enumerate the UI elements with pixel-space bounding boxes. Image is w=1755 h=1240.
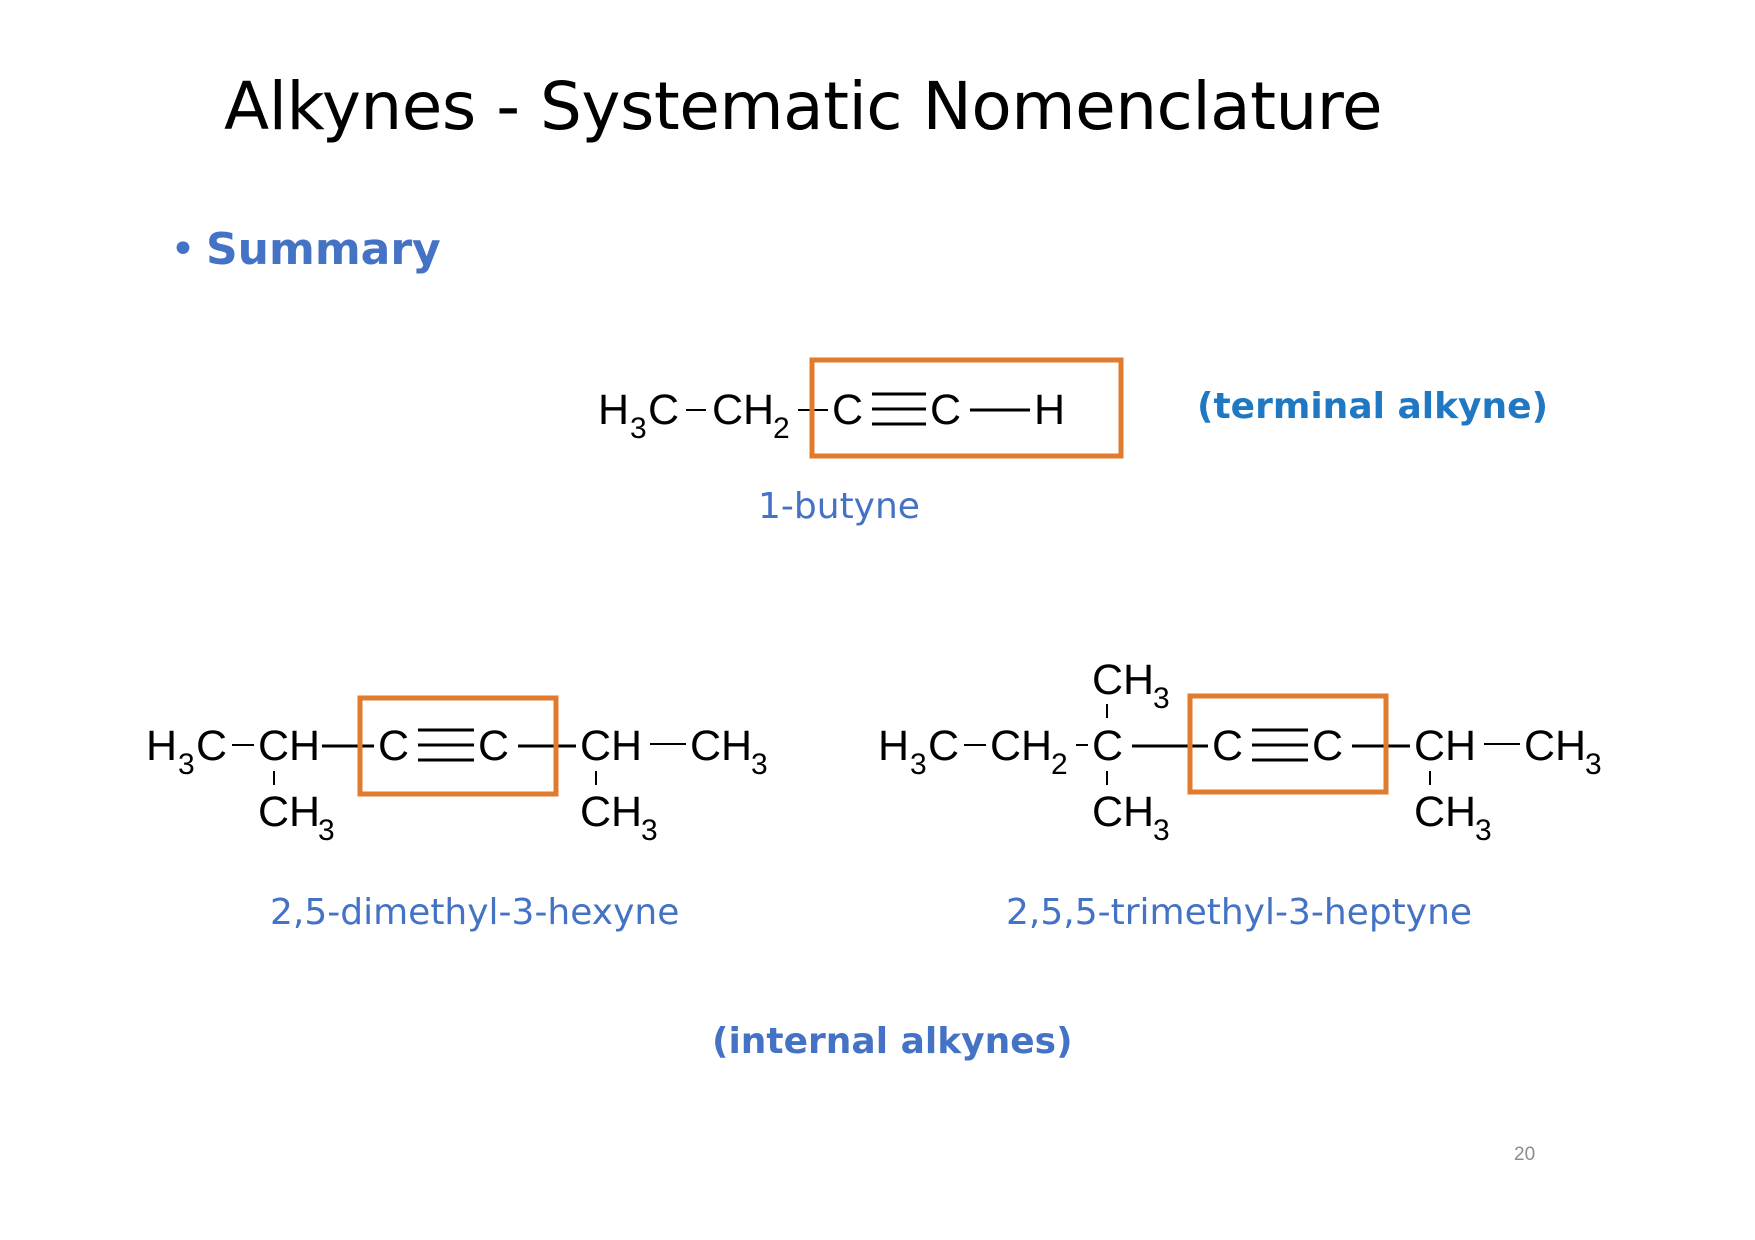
bullet-marker: • (170, 224, 196, 275)
atom-h: H (1034, 386, 1065, 434)
page-number: 20 (1514, 1144, 1536, 1165)
atom-subscript: 3 (1585, 748, 1602, 781)
triple-bond-highlight-box (1187, 693, 1389, 795)
atom-h: H (146, 722, 177, 770)
atom-subscript: 3 (1153, 814, 1170, 847)
atom-ch: CH (1092, 656, 1154, 704)
atom-c: C (928, 722, 959, 770)
atom-subscript: 3 (751, 748, 768, 781)
atom-ch: CH (580, 788, 642, 836)
atom-c: C (196, 722, 227, 770)
atom-subscript: 3 (630, 412, 647, 445)
molecule-2-name: 2,5-dimethyl-3-hexyne (270, 892, 680, 933)
atom-ch: CH (990, 722, 1052, 770)
atom-c: C (1212, 722, 1243, 770)
internal-alkynes-note: (internal alkynes) (712, 1021, 1073, 1062)
atom-c: C (478, 722, 509, 770)
atom-subscript: 2 (773, 412, 790, 445)
atom-ch: CH (258, 788, 320, 836)
triple-bond-highlight-box (357, 695, 559, 797)
atom-subscript: 3 (910, 748, 927, 781)
bullet-text: Summary (205, 224, 441, 275)
atom-ch: CH (258, 722, 320, 770)
atom-c: C (1312, 722, 1343, 770)
atom-ch: CH (1414, 788, 1476, 836)
atom-c: C (930, 386, 961, 434)
bullet-summary: • Summary (170, 224, 441, 275)
atom-ch: CH (580, 722, 642, 770)
triple-bond-highlight-box (809, 357, 1124, 459)
slide-title: Alkynes - Systematic Nomenclature (224, 68, 1383, 145)
terminal-alkyne-note: (terminal alkyne) (1197, 386, 1549, 427)
atom-ch: CH (1092, 788, 1154, 836)
atom-subscript: 3 (1153, 682, 1170, 715)
atom-c: C (378, 722, 409, 770)
atom-ch: CH (712, 386, 774, 434)
atom-c-quaternary: C (1092, 722, 1123, 770)
atom-c: C (648, 386, 679, 434)
atom-subscript: 3 (1475, 814, 1492, 847)
molecule-3-name: 2,5,5-trimethyl-3-heptyne (1006, 892, 1473, 933)
atom-subscript: 3 (178, 748, 195, 781)
atom-ch: CH (1414, 722, 1476, 770)
atom-c: C (832, 386, 863, 434)
atom-ch: CH (690, 722, 752, 770)
atom-subscript: 3 (641, 814, 658, 847)
molecule-1-name: 1-butyne (758, 486, 920, 527)
atom-h: H (598, 386, 629, 434)
atom-subscript: 2 (1051, 748, 1068, 781)
atom-h: H (878, 722, 909, 770)
atom-subscript: 3 (318, 814, 335, 847)
atom-ch: CH (1524, 722, 1586, 770)
